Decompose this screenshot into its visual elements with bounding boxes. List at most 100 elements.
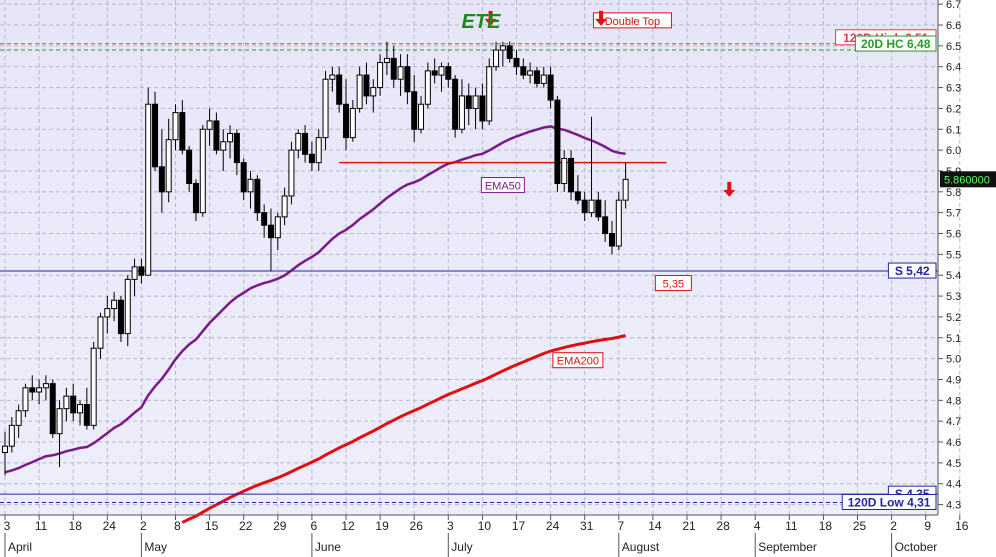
- candle-body: [418, 103, 425, 130]
- x-tick-label: 24: [546, 519, 560, 533]
- y-tick-label: 5.7: [946, 208, 961, 220]
- candle-body: [186, 149, 193, 184]
- candle-body: [568, 157, 575, 193]
- annotation-box: [654, 275, 692, 292]
- annotation-label: EMA50: [485, 181, 521, 193]
- x-tick-label: 7: [617, 519, 624, 533]
- candle-body: [63, 395, 70, 410]
- candle-body: [322, 78, 329, 139]
- candle-body: [479, 95, 486, 122]
- down-arrow-icon: [484, 10, 497, 26]
- x-tick-label: 11: [35, 519, 48, 533]
- x-tick-label: 18: [819, 519, 833, 533]
- candle-body: [520, 66, 527, 76]
- candle-body: [506, 45, 513, 59]
- y-tick-label: 5.5: [946, 249, 961, 261]
- x-tick-label: 18: [69, 519, 83, 533]
- annotation-box: [480, 177, 525, 194]
- candle-body: [261, 212, 268, 226]
- candle-body: [90, 347, 97, 426]
- y-tick-label: 6.0: [946, 145, 961, 157]
- candle-body: [581, 199, 588, 214]
- candle-body: [574, 191, 581, 201]
- x-tick-label: 16: [955, 519, 969, 533]
- candle-body: [104, 308, 111, 318]
- candle-body: [527, 70, 534, 76]
- candle-body: [588, 199, 595, 214]
- x-month-label: April: [8, 540, 32, 554]
- candle-body: [438, 66, 445, 76]
- candle-body: [281, 195, 288, 218]
- candle-body: [302, 132, 309, 155]
- y-tick-label: 6.3: [946, 83, 961, 95]
- y-tick-label: 5.2: [946, 312, 961, 324]
- candle-body: [111, 299, 118, 310]
- ema200-line: [181, 334, 626, 524]
- candlesticks: [2, 41, 629, 476]
- candle-body: [356, 74, 363, 109]
- candle-body: [254, 178, 261, 214]
- x-tick-label: 3: [4, 519, 11, 533]
- x-axis-panel: [0, 515, 996, 557]
- y-tick-label: 5.1: [946, 333, 961, 345]
- y-tick-label: 4.5: [946, 458, 961, 470]
- candle-body: [493, 49, 500, 68]
- candle-body: [97, 316, 104, 349]
- candle-body: [117, 299, 124, 335]
- candle-body: [336, 74, 343, 105]
- candle-body: [595, 199, 602, 218]
- candle-body: [240, 162, 247, 193]
- y-tick-label: 5.8: [946, 187, 961, 199]
- level-label: S 5,42: [895, 264, 930, 278]
- candle-body: [308, 153, 315, 164]
- x-tick-label: 2: [140, 519, 147, 533]
- candle-body: [2, 445, 8, 453]
- x-tick-label: 25: [853, 519, 867, 533]
- candle-body: [49, 383, 56, 435]
- candle-body: [22, 387, 29, 412]
- annotation-label: EMA200: [557, 356, 599, 368]
- candle-body: [349, 107, 356, 139]
- candle-body: [138, 266, 145, 276]
- x-tick-label: 4: [754, 519, 761, 533]
- moving-averages: [4, 125, 626, 524]
- candle-body: [267, 224, 274, 239]
- x-tick-label: 15: [205, 519, 219, 533]
- y-tick-label: 4.9: [946, 374, 961, 386]
- candle-body: [363, 74, 370, 97]
- candle-body: [615, 199, 622, 247]
- candle-body: [274, 216, 281, 239]
- candle-body: [431, 70, 438, 76]
- level-label: 20D HC 6,48: [861, 37, 931, 51]
- y-tick-label: 6.5: [946, 41, 961, 53]
- candle-body: [315, 137, 322, 164]
- down-arrow-icon: [723, 181, 736, 197]
- chart-title: ETE: [462, 11, 502, 33]
- candle-body: [513, 57, 520, 68]
- x-tick-label: 17: [512, 519, 526, 533]
- y-tick-label: 6.2: [946, 103, 961, 115]
- candle-body: [486, 66, 493, 122]
- candle-body: [554, 99, 561, 184]
- level-label-box: [854, 35, 937, 52]
- x-tick-label: 31: [580, 519, 594, 533]
- y-tick-label: 5.6: [946, 229, 961, 241]
- candle-body: [77, 403, 84, 414]
- candle-body: [397, 66, 404, 80]
- candle-body: [561, 157, 568, 184]
- candle-body: [329, 74, 336, 80]
- candle-body: [458, 95, 465, 130]
- candle-body: [131, 266, 138, 280]
- y-tick-label: 4.6: [946, 437, 961, 449]
- candle-body: [70, 395, 77, 414]
- candle-body: [608, 233, 615, 247]
- y-tick-label: 6.1: [946, 124, 961, 136]
- candle-body: [424, 70, 431, 105]
- candle-body: [343, 103, 349, 139]
- candle-body: [465, 95, 472, 109]
- candle-body: [445, 66, 452, 80]
- y-tick-label: 6.7: [946, 0, 961, 11]
- y-tick-label: 4.7: [946, 416, 961, 428]
- candle-body: [220, 141, 227, 151]
